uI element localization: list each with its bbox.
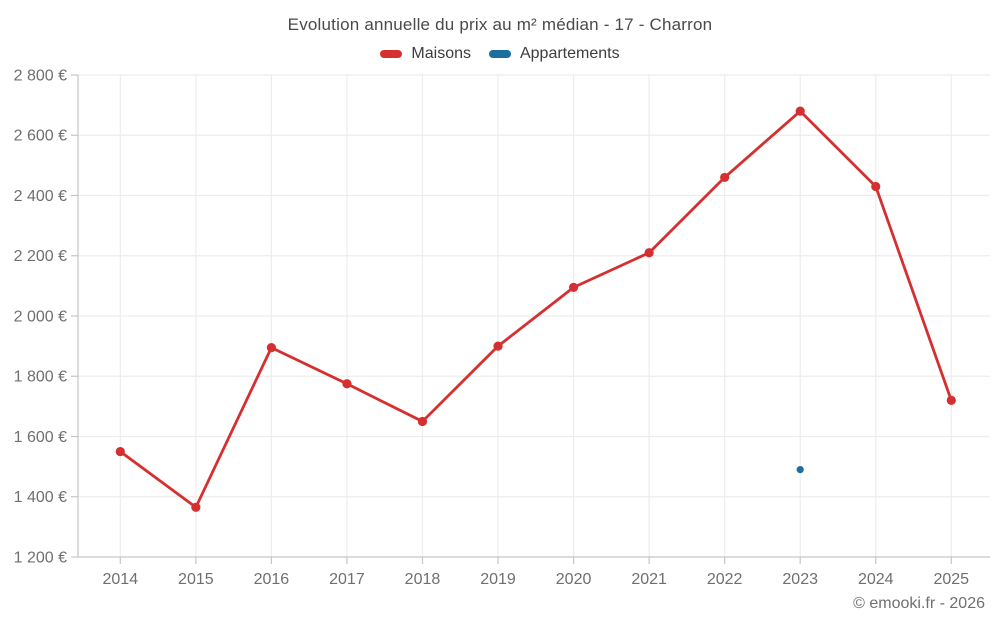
svg-text:2024: 2024 [858,571,894,588]
svg-text:1 200 €: 1 200 € [14,549,67,566]
svg-text:2 800 €: 2 800 € [14,67,67,84]
svg-text:1 800 €: 1 800 € [14,369,67,386]
chart-legend: Maisons Appartements [0,45,1000,63]
svg-text:2022: 2022 [707,571,743,588]
maisons-series-swatch-icon [380,50,403,58]
svg-text:2020: 2020 [556,571,592,588]
chart-title: Evolution annuelle du prix au m² médian … [287,15,713,34]
copyright-watermark: © emooki.fr - 2026 [853,595,985,612]
svg-text:2016: 2016 [254,571,290,588]
svg-text:1 400 €: 1 400 € [14,489,67,506]
svg-text:2025: 2025 [933,571,969,588]
svg-text:2015: 2015 [178,571,214,588]
svg-text:2018: 2018 [405,571,441,588]
svg-text:2021: 2021 [631,571,667,588]
svg-text:2014: 2014 [103,571,139,588]
svg-text:2017: 2017 [329,571,365,588]
svg-text:2 000 €: 2 000 € [14,308,67,325]
svg-text:2 600 €: 2 600 € [14,128,67,145]
svg-text:2023: 2023 [782,571,818,588]
svg-text:2 400 €: 2 400 € [14,188,67,205]
legend-label-maisons: Maisons [411,45,471,62]
legend-item-appartements[interactable]: Appartements [488,45,620,63]
appartements-series-swatch-icon [488,50,511,58]
legend-item-maisons[interactable]: Maisons [380,45,471,63]
legend-label-appartements: Appartements [519,45,620,62]
svg-text:2019: 2019 [480,571,516,588]
svg-text:2 200 €: 2 200 € [14,248,67,265]
svg-text:1 600 €: 1 600 € [14,429,67,446]
